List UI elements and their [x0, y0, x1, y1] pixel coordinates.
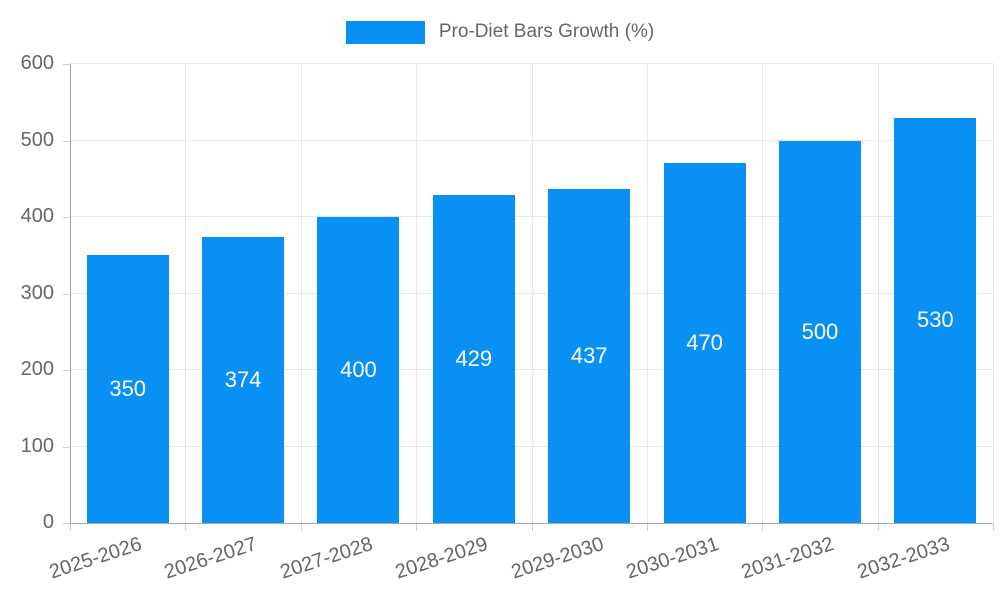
x-tick-label: 2032-2033	[854, 533, 953, 584]
h-gridline	[70, 292, 993, 294]
y-tick-mark	[63, 217, 70, 218]
x-tick-mark	[762, 524, 763, 531]
x-tick-mark	[878, 524, 879, 531]
y-tick-label: 100	[20, 434, 54, 457]
bar[interactable]: 374	[202, 236, 285, 523]
legend-swatch	[345, 20, 425, 44]
bar-value-label: 350	[109, 376, 147, 402]
y-tick-mark	[63, 64, 70, 65]
plot-area: 350 374 400 429 437 470 500 530	[70, 63, 994, 524]
x-tick-label: 2025-2026	[46, 533, 145, 584]
y-tick-label: 400	[20, 205, 54, 227]
y-axis-line	[70, 64, 71, 523]
y-tick-label: 600	[20, 52, 54, 74]
x-tick-label: 2026-2027	[162, 533, 260, 584]
x-tick-label: 2027-2028	[277, 533, 376, 584]
bar-value-label: 470	[686, 330, 723, 356]
y-tick-mark	[63, 140, 70, 142]
v-gridline	[993, 64, 994, 523]
x-tick-label: 2028-2029	[392, 533, 491, 584]
bar-value-label: 500	[801, 318, 839, 344]
y-tick-label: 500	[20, 128, 54, 151]
x-tick-mark	[301, 524, 302, 531]
y-tick-label: 200	[20, 358, 54, 380]
legend[interactable]: Pro-Diet Bars Growth (%)	[0, 17, 1000, 47]
bar-value-label: 530	[916, 307, 954, 333]
y-tick-mark	[63, 370, 70, 371]
bar-value-label: 374	[224, 366, 262, 392]
v-gridline	[301, 64, 302, 523]
bar[interactable]: 429	[432, 194, 515, 523]
x-tick-mark	[70, 524, 71, 531]
v-gridline	[532, 64, 533, 523]
legend-label: Pro-Diet Bars Growth (%)	[438, 21, 655, 42]
bar[interactable]: 530	[894, 117, 977, 523]
x-tick-label: 2030-2031	[623, 533, 722, 584]
v-gridline	[762, 64, 763, 523]
bar[interactable]: 400	[317, 217, 400, 523]
bar[interactable]: 350	[86, 255, 169, 523]
x-tick-mark	[416, 524, 417, 531]
x-tick-label: 2029-2030	[508, 533, 606, 584]
bar-value-label: 429	[455, 345, 493, 371]
x-tick-mark	[532, 524, 533, 531]
h-gridline	[70, 445, 993, 447]
y-tick-mark	[63, 293, 70, 295]
bar-value-label: 400	[340, 357, 377, 382]
x-tick-mark	[185, 524, 186, 531]
bar[interactable]: 437	[548, 188, 631, 523]
x-tick-mark	[647, 524, 648, 531]
x-tick-label: 2031-2032	[738, 533, 837, 584]
h-gridline	[70, 216, 993, 217]
y-tick-mark	[63, 523, 70, 524]
v-gridline	[185, 64, 186, 523]
bar[interactable]: 500	[778, 140, 861, 523]
x-axis-line	[70, 523, 993, 524]
v-gridline	[647, 64, 648, 523]
y-tick-label: 0	[42, 511, 54, 533]
bar-value-label: 437	[570, 342, 608, 368]
bar[interactable]: 470	[663, 163, 746, 523]
h-gridline	[70, 369, 993, 370]
h-gridline	[70, 139, 993, 141]
y-tick-mark	[63, 446, 70, 448]
v-gridline	[416, 64, 417, 523]
v-gridline	[878, 64, 879, 523]
x-tick-mark	[993, 524, 994, 531]
h-gridline	[70, 63, 993, 64]
y-tick-label: 300	[20, 281, 54, 304]
